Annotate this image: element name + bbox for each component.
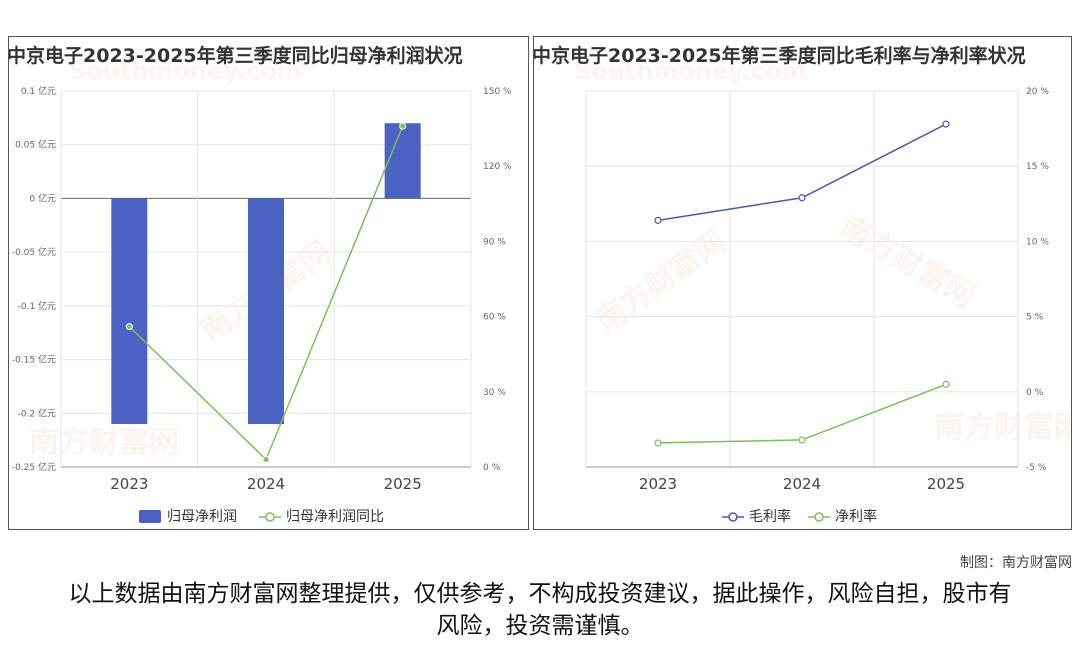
chart-panel-net-profit: 南方财富网 南方财富网 Southmoney.com 中京电子2023-2025… <box>8 36 529 530</box>
y-left-tick-label: -0.1 亿元 <box>18 300 56 312</box>
legend-swatch-marker <box>814 512 824 522</box>
y-right-tick-label: 15 % <box>1026 162 1049 172</box>
point-gross-margin <box>654 216 662 224</box>
chart-title: 中京电子2023-2025年第三季度同比归母净利润状况 <box>8 45 463 67</box>
legend-label: 归母净利润同比 <box>286 508 384 525</box>
y-right-tick-label: 20 % <box>1026 87 1049 97</box>
chart-panel-margins: 南方财富网 南方财富网 南方财富网 Southmoney.com 中京电子202… <box>533 36 1072 530</box>
y-left-tick-label: 0.1 亿元 <box>21 85 56 97</box>
y-right-tick-label: 90 % <box>483 237 506 247</box>
x-tick-label: 2023 <box>110 475 148 493</box>
point-net-margin <box>942 380 950 388</box>
y-right-tick-label: 30 % <box>483 388 506 398</box>
legend-label: 毛利率 <box>749 508 791 525</box>
margin-chart: 20 % 15 % 10 % 5 % 0 % -5 % 2023 2024 2025 毛利率 净利率 <box>585 87 1049 525</box>
y-right-tick-label: 150 % <box>483 87 512 97</box>
y-left-tick-label: -0.2 亿元 <box>18 407 56 419</box>
point-net-margin <box>798 436 806 444</box>
legend-label: 归母净利润 <box>167 508 237 525</box>
legend-swatch-marker <box>265 512 275 522</box>
y-left-tick-label: 0 亿元 <box>29 192 56 204</box>
bar-net-profit <box>248 198 284 425</box>
x-tick-label: 2023 <box>639 475 677 493</box>
point-net-margin <box>654 439 662 447</box>
y-left-tick-label: 0.05 亿元 <box>15 139 56 151</box>
y-left-tick-label: -0.05 亿元 <box>12 246 56 258</box>
legend-label: 净利率 <box>835 508 877 525</box>
y-left-tick-label: -0.25 亿元 <box>12 461 56 473</box>
x-tick-label: 2025 <box>384 475 422 493</box>
x-tick-label: 2024 <box>783 475 821 493</box>
chart-title: 中京电子2023-2025年第三季度同比毛利率与净利率状况 <box>533 45 1026 67</box>
x-tick-label: 2025 <box>927 475 965 493</box>
y-right-tick-label: -5 % <box>1026 463 1047 473</box>
y-right-tick-label: 10 % <box>1026 237 1049 247</box>
point-gross-margin <box>798 194 806 202</box>
x-tick-label: 2024 <box>247 475 285 493</box>
line-gross-margin <box>657 123 947 222</box>
bar-net-profit <box>111 198 148 425</box>
net-profit-chart: 0.1 亿元 0.05 亿元 0 亿元 -0.05 亿元 -0.1 亿元 -0.15 亿元… <box>12 85 512 525</box>
y-right-tick-label: 0 % <box>1026 388 1044 398</box>
legend-swatch-marker <box>728 512 738 522</box>
line-net-margin <box>657 383 947 444</box>
point-net-profit-yoy <box>125 323 133 331</box>
y-right-tick-label: 120 % <box>483 162 512 172</box>
point-net-profit-yoy <box>399 122 407 130</box>
chart-credit: 制图：南方财富网 <box>960 555 1072 571</box>
y-right-tick-label: 0 % <box>483 463 501 473</box>
y-left-tick-label: -0.15 亿元 <box>12 354 56 366</box>
point-net-profit-yoy <box>262 455 270 463</box>
y-right-tick-label: 5 % <box>1026 313 1044 323</box>
y-right-tick-label: 60 % <box>483 313 506 323</box>
point-gross-margin <box>942 120 950 128</box>
bar-net-profit <box>384 123 421 199</box>
disclaimer-text: 以上数据由南方财富网整理提供，仅供参考，不构成投资建议，据此操作，风险自担，股市… <box>68 581 1012 639</box>
legend-swatch-bar <box>139 510 161 523</box>
